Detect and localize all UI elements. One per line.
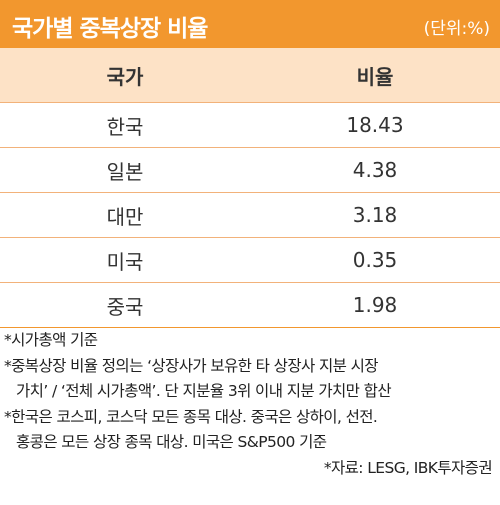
country-cell: 중국 bbox=[0, 282, 250, 328]
notes: *시가총액 기준 *중복상장 비율 정의는 ‘상장사가 보유한 타 상장사 지분 … bbox=[4, 328, 496, 456]
table-row: 한국 18.43 bbox=[0, 102, 500, 148]
table-row: 미국 0.35 bbox=[0, 237, 500, 283]
ratio-cell: 1.98 bbox=[250, 282, 500, 328]
ratio-cell: 18.43 bbox=[250, 102, 500, 148]
ratio-cell: 4.38 bbox=[250, 147, 500, 193]
table-row: 대만 3.18 bbox=[0, 192, 500, 238]
table: 국가 비율 한국 18.43 일본 4.38 대만 3.18 미국 0.35 중국 1.98 bbox=[0, 48, 500, 328]
note-line: 가치’ / ‘전체 시가총액’. 단 지분율 3위 이내 지분 가치만 합산 bbox=[16, 382, 392, 400]
country-cell: 대만 bbox=[0, 192, 250, 238]
column-header: 국가 bbox=[0, 48, 250, 103]
note-line: *중복상장 비율 정의는 ‘상장사가 보유한 타 상장사 지분 시장 bbox=[4, 356, 379, 375]
header-row: 국가 비율 bbox=[0, 48, 500, 103]
title: 국가별 중복상장 비율 bbox=[12, 16, 208, 42]
column-header: 비율 bbox=[250, 48, 500, 103]
table-row: 일본 4.38 bbox=[0, 147, 500, 193]
table-body: 한국 18.43 일본 4.38 대만 3.18 미국 0.35 중국 1.98 bbox=[0, 102, 500, 328]
country-cell: 일본 bbox=[0, 147, 250, 193]
unit: (단위:%) bbox=[423, 19, 490, 39]
ratio-cell: 3.18 bbox=[250, 192, 500, 238]
country-cell: 한국 bbox=[0, 102, 250, 148]
note-line: *한국은 코스피, 코스닥 모든 종목 대상. 중국은 상하이, 선전. bbox=[4, 407, 378, 426]
table-row: 중국 1.98 bbox=[0, 282, 500, 328]
title-bar: 국가별 중복상장 비율 (단위:%) bbox=[0, 0, 500, 48]
source: *자료: LESG, IBK투자증권 bbox=[323, 459, 493, 477]
note-line: *시가총액 기준 bbox=[4, 331, 98, 349]
country-cell: 미국 bbox=[0, 237, 250, 283]
note-line: 홍콩은 모든 상장 종목 대상. 미국은 S&P500 기준 bbox=[16, 433, 327, 451]
ratio-cell: 0.35 bbox=[250, 237, 500, 283]
